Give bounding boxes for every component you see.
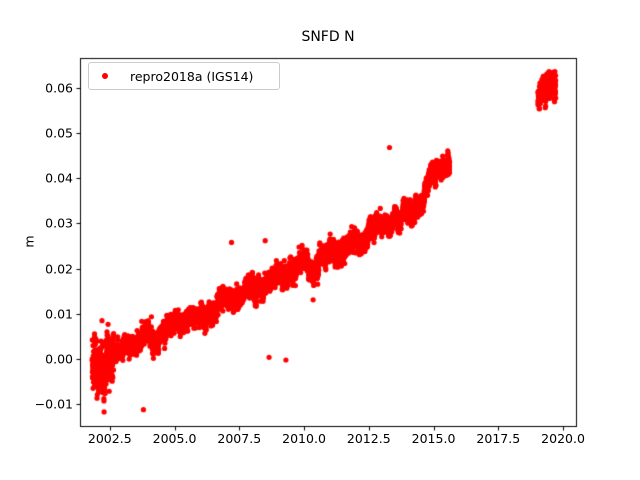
y-tick-label: 0.01: [45, 306, 73, 322]
x-tick-label: 2020.0: [541, 431, 585, 446]
y-tick-label: −0.01: [34, 396, 73, 412]
y-tick-label: 0.05: [45, 125, 73, 141]
y-tick-label: 0.04: [45, 170, 73, 186]
legend-label: repro2018a (IGS14): [130, 68, 254, 84]
legend: repro2018a (IGS14): [88, 62, 280, 90]
x-tick-label: 2012.5: [346, 431, 391, 446]
legend-marker-icon: [102, 73, 108, 79]
x-tick-label: 2017.5: [476, 431, 521, 446]
y-axis-label: m: [21, 235, 37, 248]
y-tick-label: 0.06: [45, 80, 73, 96]
y-tick-label: 0.02: [45, 261, 73, 277]
chart-title: SNFD N: [301, 29, 355, 45]
x-tick-label: 2002.5: [87, 431, 132, 446]
x-tick-label: 2010.0: [282, 431, 326, 446]
x-tick-label: 2005.0: [152, 431, 197, 446]
x-tick-label: 2015.0: [411, 431, 456, 446]
y-tick-label: 0.03: [45, 215, 73, 231]
x-tick-label: 2007.5: [217, 431, 262, 446]
y-tick-label: 0.00: [45, 351, 73, 367]
